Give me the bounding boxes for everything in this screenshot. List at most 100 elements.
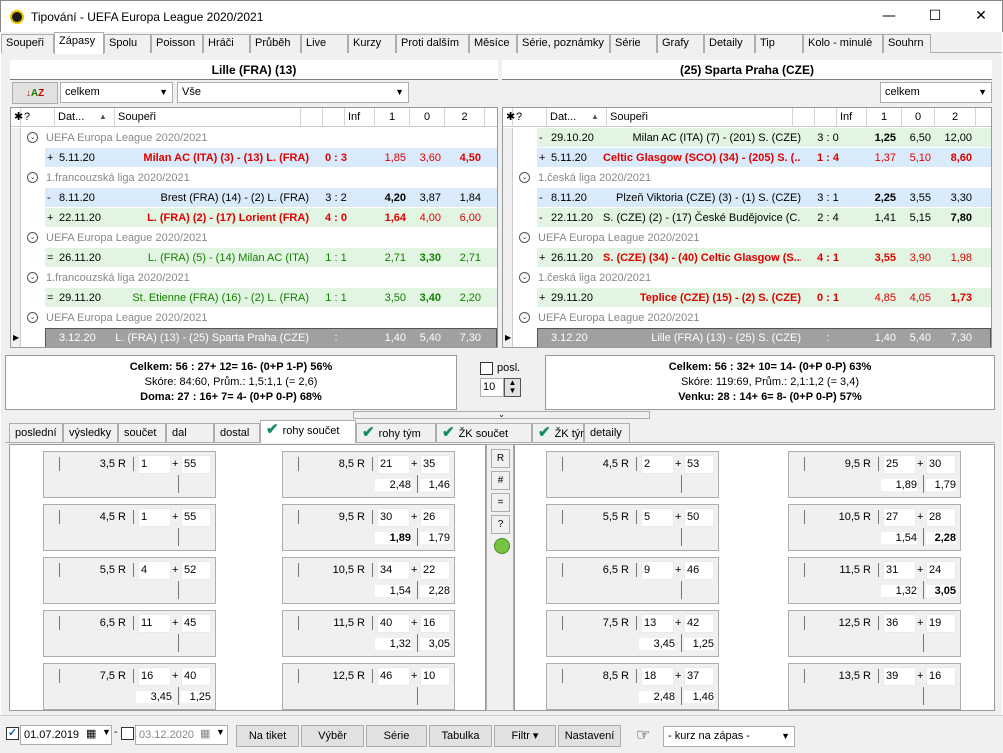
tab-13[interactable]: Detaily [704,34,755,53]
over-count[interactable]: 35 [420,455,450,474]
subtab-7[interactable]: ✔ ŽK součet [436,423,532,443]
matches-grid-away[interactable]: ✱? Dat... ▲ Soupeři Inf 1 0 2-29.10.20 Milan AC … [502,107,992,348]
subtab-4[interactable]: dostal [214,423,260,443]
group-row[interactable]: ⌄ 1.česká liga 2020/2021 [503,268,991,288]
group-row[interactable]: ⌄ UEFA Europa League 2020/2021 [503,308,991,328]
calendar-icon[interactable]: ▦ [200,728,211,740]
under-count[interactable]: 30 [377,508,410,527]
splitter-handle[interactable]: ⌄ [353,411,650,419]
tab-5[interactable]: Průběh [250,34,301,53]
odds-combo[interactable]: - kurz na zápas - ▼ [663,726,795,747]
date-from-checkbox[interactable]: ✓ [6,727,19,740]
side-button-0[interactable]: R [491,449,510,468]
subtab-3[interactable]: dal [166,423,214,443]
match-row[interactable]: +5.11.20 Milan AC (ITA) (3) - (13) L. (FR… [11,148,497,168]
bottom-button-2[interactable]: Série [366,725,427,747]
under-count[interactable]: 34 [377,561,410,580]
match-row[interactable]: +29.11.20 Teplice (CZE) (15) - (2) S. (CZ… [503,288,991,308]
tab-1[interactable]: Zápasy [54,32,104,54]
col-header-opp[interactable]: Soupeři [115,108,301,127]
posl-checkbox[interactable] [480,362,493,375]
group-toggle-icon[interactable]: ⌄ [27,312,38,323]
over-count[interactable]: 22 [420,561,450,580]
under-count[interactable]: 11 [138,614,171,633]
date-to-input[interactable]: 03.12.2020 [135,725,228,745]
over-count[interactable]: 24 [926,561,956,580]
match-row[interactable]: ▶ 3.12.20 Lille (FRA) (13) - (25) S. (CZE)… [503,328,991,347]
under-count[interactable]: 46 [377,667,410,686]
bottom-button-1[interactable]: Výběr [301,725,364,747]
over-count[interactable]: 45 [181,614,211,633]
over-count[interactable]: 10 [420,667,450,686]
under-count[interactable]: 40 [377,614,410,633]
group-toggle-icon[interactable]: ⌄ [27,272,38,283]
subtab-8[interactable]: ✔ ŽK tým [532,423,589,443]
tab-3[interactable]: Poisson [151,34,203,53]
tab-6[interactable]: Live [301,34,348,53]
over-count[interactable]: 52 [181,561,211,580]
sort-button[interactable]: ↓AZ [12,82,58,104]
under-count[interactable]: 31 [883,561,916,580]
under-count[interactable]: 36 [883,614,916,633]
calendar-icon[interactable]: ▦ [86,728,97,740]
col-header-c1[interactable]: 1 [867,108,902,127]
match-row[interactable]: -29.10.20 Milan AC (ITA) (7) - (201) S. (… [503,128,991,148]
bottom-button-0[interactable]: Na tiket [236,725,299,747]
col-header-c1[interactable]: 1 [375,108,410,127]
tab-11[interactable]: Série [610,34,657,53]
side-button-2[interactable]: = [491,493,510,512]
over-count[interactable]: 46 [684,561,714,580]
tab-15[interactable]: Kolo - minulé [803,34,883,53]
subtab-5[interactable]: ✔ rohy součet [260,420,356,443]
over-count[interactable]: 40 [181,667,211,686]
group-toggle-icon[interactable]: ⌄ [519,272,530,283]
group-row[interactable]: ⌄ UEFA Europa League 2020/2021 [503,228,991,248]
matches-grid-home[interactable]: ✱? Dat... ▲ Soupeři Inf 1 0 2 ⌄ UEFA Europa Leagu… [10,107,498,348]
posl-count-input[interactable]: 10 [480,378,504,397]
hand-pointer-icon[interactable]: ☞ [636,727,651,744]
match-row[interactable]: = 29.11.20 St. Etienne (FRA) (16) - (2) L.… [11,288,497,308]
group-row[interactable]: ⌄ 1.česká liga 2020/2021 [503,168,991,188]
group-toggle-icon[interactable]: ⌄ [27,172,38,183]
subtab-0[interactable]: poslední [9,423,63,443]
group-row[interactable]: ⌄ UEFA Europa League 2020/2021 [11,308,497,328]
under-count[interactable]: 39 [883,667,916,686]
under-count[interactable]: 9 [641,561,674,580]
group-toggle-icon[interactable]: ⌄ [519,172,530,183]
match-row[interactable]: +5.11.20 Celtic Glasgow (SCO) (34) - (205… [503,148,991,168]
over-count[interactable]: 55 [181,508,211,527]
col-header-c2[interactable]: 2 [445,108,485,127]
under-count[interactable]: 2 [641,455,674,474]
match-row[interactable]: -8.11.20 Brest (FRA) (14) - (2) L. (FRA) 3… [11,188,497,208]
over-count[interactable]: 42 [684,614,714,633]
filter-combo-left[interactable]: celkem ▼ [60,82,173,103]
over-count[interactable]: 26 [420,508,450,527]
col-header-star[interactable]: ✱ [503,108,515,127]
tab-4[interactable]: Hráči [203,34,250,53]
match-row[interactable]: +26.11.20 S. (CZE) (34) - (40) Celtic Gla… [503,248,991,268]
col-header-date[interactable]: Dat... ▲ [547,108,607,127]
side-button-3[interactable]: ? [491,515,510,534]
under-count[interactable]: 4 [138,561,171,580]
group-toggle-icon[interactable]: ⌄ [27,132,38,143]
tab-7[interactable]: Kurzy [348,34,396,53]
over-count[interactable]: 37 [684,667,714,686]
under-count[interactable]: 1 [138,508,171,527]
group-toggle-icon[interactable]: ⌄ [519,312,530,323]
over-count[interactable]: 50 [684,508,714,527]
under-count[interactable]: 25 [883,455,916,474]
subtab-1[interactable]: výsledky [63,423,118,443]
tab-0[interactable]: Soupeři [1,34,54,53]
maximize-button[interactable]: ☐ [928,8,942,24]
tab-12[interactable]: Grafy [657,34,704,53]
under-count[interactable]: 21 [377,455,410,474]
over-count[interactable]: 16 [926,667,956,686]
col-header-q[interactable]: ? [21,108,55,127]
subtab-2[interactable]: součet [118,423,166,443]
posl-spinner[interactable]: ▲ ▼ [504,378,521,397]
under-count[interactable]: 27 [883,508,916,527]
match-row[interactable]: = 26.11.20 L. (FRA) (5) - (14) Milan AC (I… [11,248,497,268]
subtab-6[interactable]: ✔ rohy tým [356,423,436,443]
group-toggle-icon[interactable]: ⌄ [27,232,38,243]
under-count[interactable]: 18 [641,667,674,686]
